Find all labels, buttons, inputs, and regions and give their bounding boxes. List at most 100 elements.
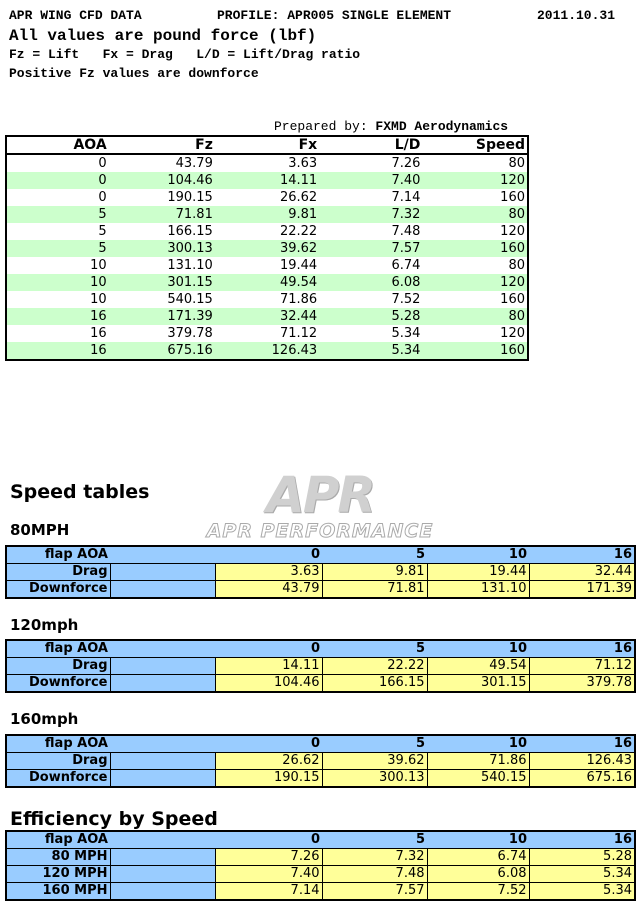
cfd-data-table: AOA Fz Fx L/D Speed 0 43.79 3.63 7.26 80 0 104.46 1… [5,135,529,361]
table-row: Downforce 43.79 71.81 131.10 171.39 [5,580,636,599]
table-cell: 0 [98,189,107,205]
table-cell: 131.10 [167,257,213,273]
blank-cell [109,769,216,788]
table-cell: 6.08 [319,274,423,291]
value-cell: 104.46 [214,674,323,693]
speed-table: flap AOA 0 5 10 16 80 MPH 7.26 7.32 6.74 5.28 120 … [5,830,636,901]
value-cell: 39.62 [321,752,428,770]
table-cell: 5.34 [391,325,421,341]
table-cell: 126.43 [214,342,320,360]
table-cell: 120 [500,223,525,239]
table-cell: 160 [500,189,525,205]
table-row: 5 166.15 22.22 7.48 120 [6,223,528,240]
value-cell: 43.79 [214,580,323,599]
table-row: 5 71.81 9.81 7.32 80 [6,206,528,223]
row-label: Downforce [5,674,111,693]
aoa-header-row: flap AOA 0 5 10 16 [6,545,635,564]
table-cell: 7.52 [391,291,421,307]
value-cell: 379.78 [528,674,636,693]
table-row: Drag 26.62 39.62 71.86 126.43 [5,752,636,770]
row-label: 80 MPH [5,848,111,866]
aoa-header-row: flap AOA 0 5 10 16 [6,734,635,753]
speed-table: flap AOA 0 5 10 16 Drag 14.11 22.22 49.54 71.12 Do… [5,639,636,693]
value-cell: 19.44 [426,563,530,581]
table-cell: 49.54 [214,274,320,291]
table-row: Downforce 190.15 300.13 540.15 675.16 [5,769,636,788]
prepared-by: Prepared by: FXMD Aerodynamics [274,119,508,134]
value-cell: 9.81 [321,563,428,581]
table-row: 5 300.13 39.62 7.57 160 [6,240,528,257]
speed-tables-heading: Speed tables [10,481,150,503]
table-cell: 10 [90,257,107,273]
table-cell: 7.26 [391,155,421,171]
table-row: 0 104.46 14.11 7.40 120 [6,172,528,189]
aoa-value: 5 [322,830,427,849]
row-label: 160 MPH [5,882,111,901]
blank-cell [110,830,215,849]
aoa-value: 16 [529,545,635,564]
blank-cell [110,639,215,658]
table-cell: 7.48 [391,223,421,239]
value-cell: 7.40 [214,865,323,883]
value-cell: 5.28 [528,848,636,866]
table-cell: 7.40 [319,172,423,189]
table-row: 160 MPH 7.14 7.57 7.52 5.34 [5,882,636,901]
table-cell: 540.15 [167,291,213,307]
units-note: All values are pound force (lbf) [9,27,317,45]
table-cell: 166.15 [167,223,213,239]
aoa-value: 10 [427,545,529,564]
value-cell: 49.54 [426,657,530,675]
value-cell: 5.34 [528,882,636,901]
table-row: 80 MPH 7.26 7.32 6.74 5.28 [5,848,636,866]
aoa-value: 16 [529,734,635,753]
value-cell: 300.13 [321,769,428,788]
table-cell: 3.63 [288,155,318,171]
table-cell: 5.28 [319,308,423,325]
speed-table-title: 80MPH [10,521,70,539]
table-cell: 39.62 [214,240,320,257]
speed-table-title: 160mph [10,710,79,728]
table-cell: 7.32 [319,206,423,223]
table-cell: 16 [90,325,107,341]
aoa-header-row: flap AOA 0 5 10 16 [6,639,635,658]
value-cell: 26.62 [214,752,323,770]
table-row: 10 131.10 19.44 6.74 80 [6,257,528,274]
value-cell: 6.08 [426,865,530,883]
row-label: flap AOA [6,830,110,849]
aoa-value: 16 [529,639,635,658]
table-cell: 675.16 [108,342,215,360]
aoa-value: 16 [529,830,635,849]
table-cell: 22.22 [279,223,318,239]
value-cell: 14.11 [214,657,323,675]
blank-cell [110,545,215,564]
aoa-value: 0 [215,639,322,658]
value-cell: 7.26 [214,848,323,866]
value-cell: 22.22 [321,657,428,675]
value-cell: 7.48 [321,865,428,883]
aoa-header-row: flap AOA 0 5 10 16 [6,830,635,849]
prepared-label: Prepared by: [274,119,376,134]
table-row: Drag 3.63 9.81 19.44 32.44 [5,563,636,581]
value-cell: 7.32 [321,848,428,866]
aoa-value: 5 [322,734,427,753]
table-cell: 71.86 [279,291,318,307]
table-cell: 0 [98,155,107,171]
table-row: 16 171.39 32.44 5.28 80 [6,308,528,325]
value-cell: 5.34 [528,865,636,883]
table-cell: 16 [6,308,109,325]
value-cell: 540.15 [426,769,530,788]
column-header: AOA [6,136,109,155]
value-cell: 71.12 [528,657,636,675]
table-cell: 80 [508,257,525,273]
column-header: Speed [422,136,528,155]
value-cell: 190.15 [214,769,323,788]
table-cell: 160 [500,291,525,307]
value-cell: 7.14 [214,882,323,901]
value-cell: 7.52 [426,882,530,901]
value-cell: 301.15 [426,674,530,693]
table-cell: 5 [6,206,109,223]
table-cell: 104.46 [108,172,215,189]
table-row: 16 675.16 126.43 5.34 160 [6,342,528,360]
blank-cell [109,848,216,866]
value-cell: 675.16 [528,769,636,788]
